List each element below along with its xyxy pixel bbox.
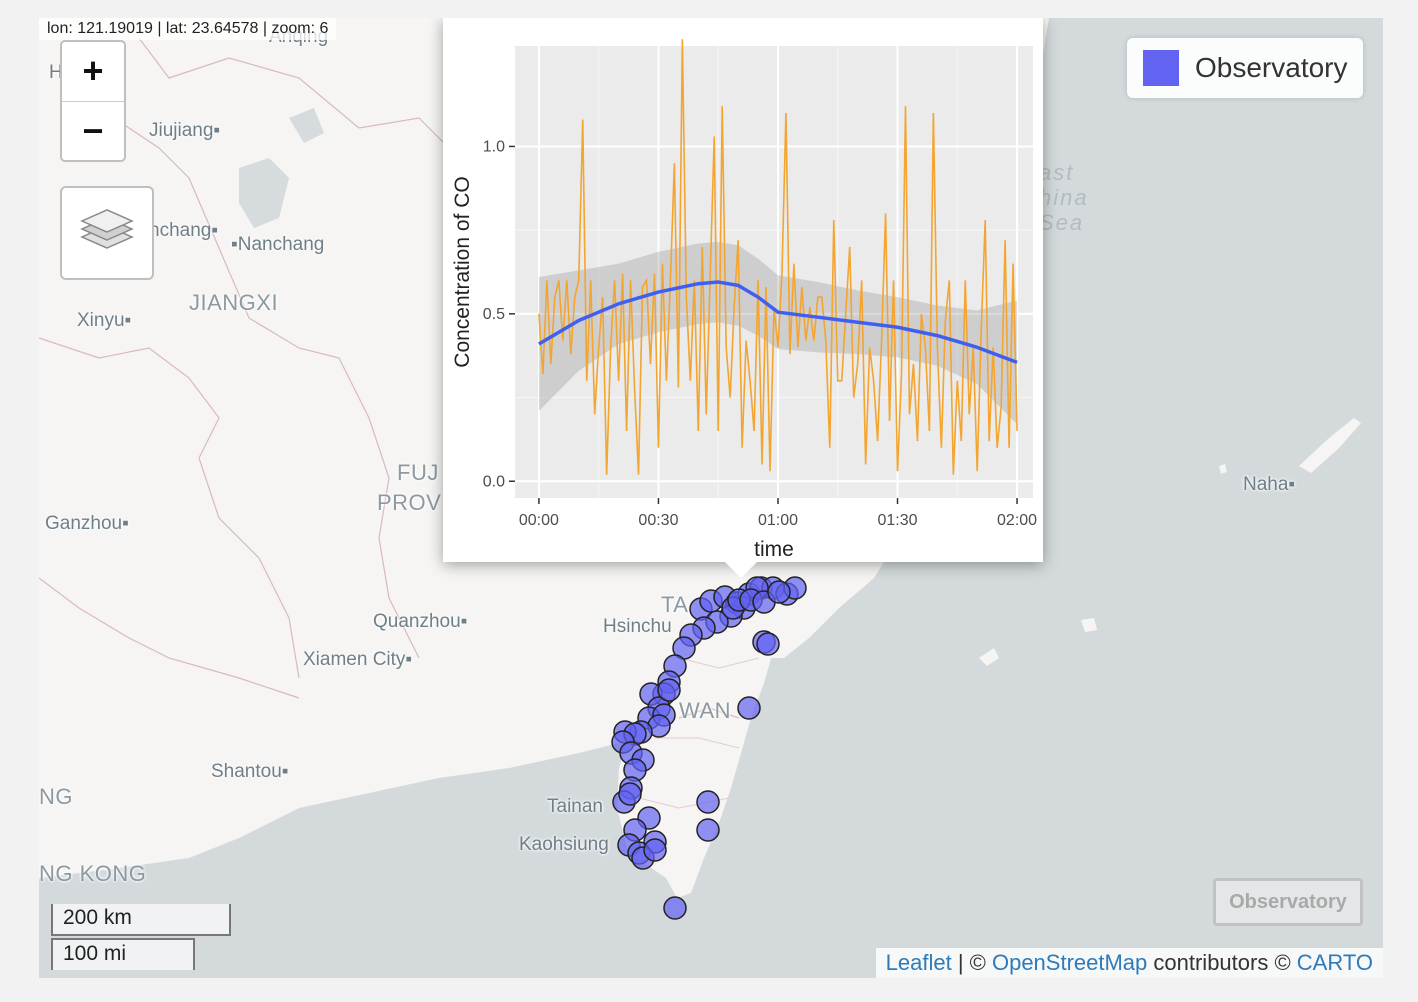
place-label-province: PROV xyxy=(377,490,442,515)
observatory-layer-toggle[interactable]: Observatory xyxy=(1213,878,1363,926)
place-label-shantou: Shantou▪ xyxy=(211,761,289,782)
x-tick-label: 00:00 xyxy=(519,512,559,529)
observatory-marker[interactable] xyxy=(756,632,780,656)
y-axis-title: Concentration of CO xyxy=(451,176,474,367)
map-container[interactable]: H shi▪AnqingJiujiang▪nchang▪▪NanchangJIA… xyxy=(39,18,1383,978)
scale-bar-km: 200 km xyxy=(51,904,231,936)
leaflet-link[interactable]: Leaflet xyxy=(885,950,952,975)
legend: Observatory xyxy=(1127,38,1363,98)
attribution: Leaflet | © OpenStreetMap contributors ©… xyxy=(875,948,1383,978)
island xyxy=(979,648,999,666)
layers-button[interactable] xyxy=(60,186,154,280)
province-borders xyxy=(39,37,740,719)
popup: 00:00 00:30 01:00 01:30 02:00 0.0 0.5 1.0 time Co… xyxy=(443,18,1043,562)
scale-bar-mi: 100 mi xyxy=(51,938,195,970)
openstreetmap-link[interactable]: OpenStreetMap xyxy=(991,950,1148,975)
place-label-taiwan: WAN xyxy=(679,698,732,723)
place-label-guangdong: NG xyxy=(39,784,73,809)
attribution-contributors: contributors © xyxy=(1147,950,1297,975)
place-label-nanchang-b: ▪Nanchang xyxy=(231,234,325,255)
attribution-separator: | © xyxy=(951,950,992,975)
lake xyxy=(289,108,324,143)
zoom-in-button[interactable]: + xyxy=(62,42,124,102)
island xyxy=(1081,618,1097,632)
place-label-jiangxi: JIANGXI xyxy=(189,290,279,315)
place-label-quanzhou: Quanzhou▪ xyxy=(373,611,468,632)
place-label-east-china-sea: ast hina Sea xyxy=(1039,160,1089,235)
smooth-trend-line xyxy=(538,280,1018,365)
observatory-marker[interactable] xyxy=(767,580,791,604)
carto-link[interactable]: CARTO xyxy=(1296,950,1373,975)
place-label-xiamen: Xiamen City▪ xyxy=(303,649,413,670)
place-label-jiujiang: Jiujiang▪ xyxy=(149,120,221,141)
y-tick-label: 1.0 xyxy=(483,138,505,155)
island xyxy=(1299,418,1361,473)
place-label-hsinchu: Hsinchu xyxy=(603,616,672,637)
observatory-marker[interactable] xyxy=(696,818,720,842)
raw-co-line xyxy=(538,39,1018,475)
place-label-tainan: Tainan xyxy=(547,796,603,817)
y-tick-label: 0.5 xyxy=(483,306,505,323)
x-tick-label: 01:30 xyxy=(877,512,917,529)
legend-swatch xyxy=(1143,50,1179,86)
coordinate-readout: lon: 121.19019 | lat: 23.64578 | zoom: 6 xyxy=(39,18,337,40)
observatory-marker[interactable] xyxy=(696,790,720,814)
place-label-naha: Naha▪ xyxy=(1243,474,1296,495)
plot-panel xyxy=(515,46,1033,498)
place-label-fujian: FUJ xyxy=(397,460,439,485)
observatory-marker[interactable] xyxy=(737,696,761,720)
island xyxy=(1219,464,1227,474)
observatory-marker[interactable] xyxy=(643,838,667,862)
y-tick-label: 0.0 xyxy=(483,473,505,490)
place-label-ganzhou: Ganzhou▪ xyxy=(45,513,129,534)
place-label-xinyu: Xinyu▪ xyxy=(77,310,132,331)
place-label-nanchang-a: nchang▪ xyxy=(149,220,219,241)
co-concentration-chart: 00:00 00:30 01:00 01:30 02:00 0.0 0.5 1.0 time Co… xyxy=(451,39,1037,561)
place-label-taipei: TA xyxy=(661,592,689,617)
place-label-kaohsiung: Kaohsiung xyxy=(519,834,609,855)
layers-icon xyxy=(80,209,134,249)
x-axis-title: time xyxy=(754,538,794,561)
observatory-marker[interactable] xyxy=(657,678,681,702)
observatory-marker[interactable] xyxy=(618,782,642,806)
zoom-control: + − xyxy=(60,40,126,162)
observatory-marker[interactable] xyxy=(663,896,687,920)
observatory-markers[interactable] xyxy=(39,18,1383,978)
popup-tip xyxy=(725,562,757,578)
place-label-hongkong: NG KONG xyxy=(39,861,147,886)
x-tick-label: 00:30 xyxy=(638,512,678,529)
lake xyxy=(239,158,289,228)
x-tick-label: 02:00 xyxy=(997,512,1037,529)
legend-label: Observatory xyxy=(1195,52,1348,83)
zoom-out-button[interactable]: − xyxy=(82,110,104,151)
x-tick-label: 01:00 xyxy=(758,512,798,529)
